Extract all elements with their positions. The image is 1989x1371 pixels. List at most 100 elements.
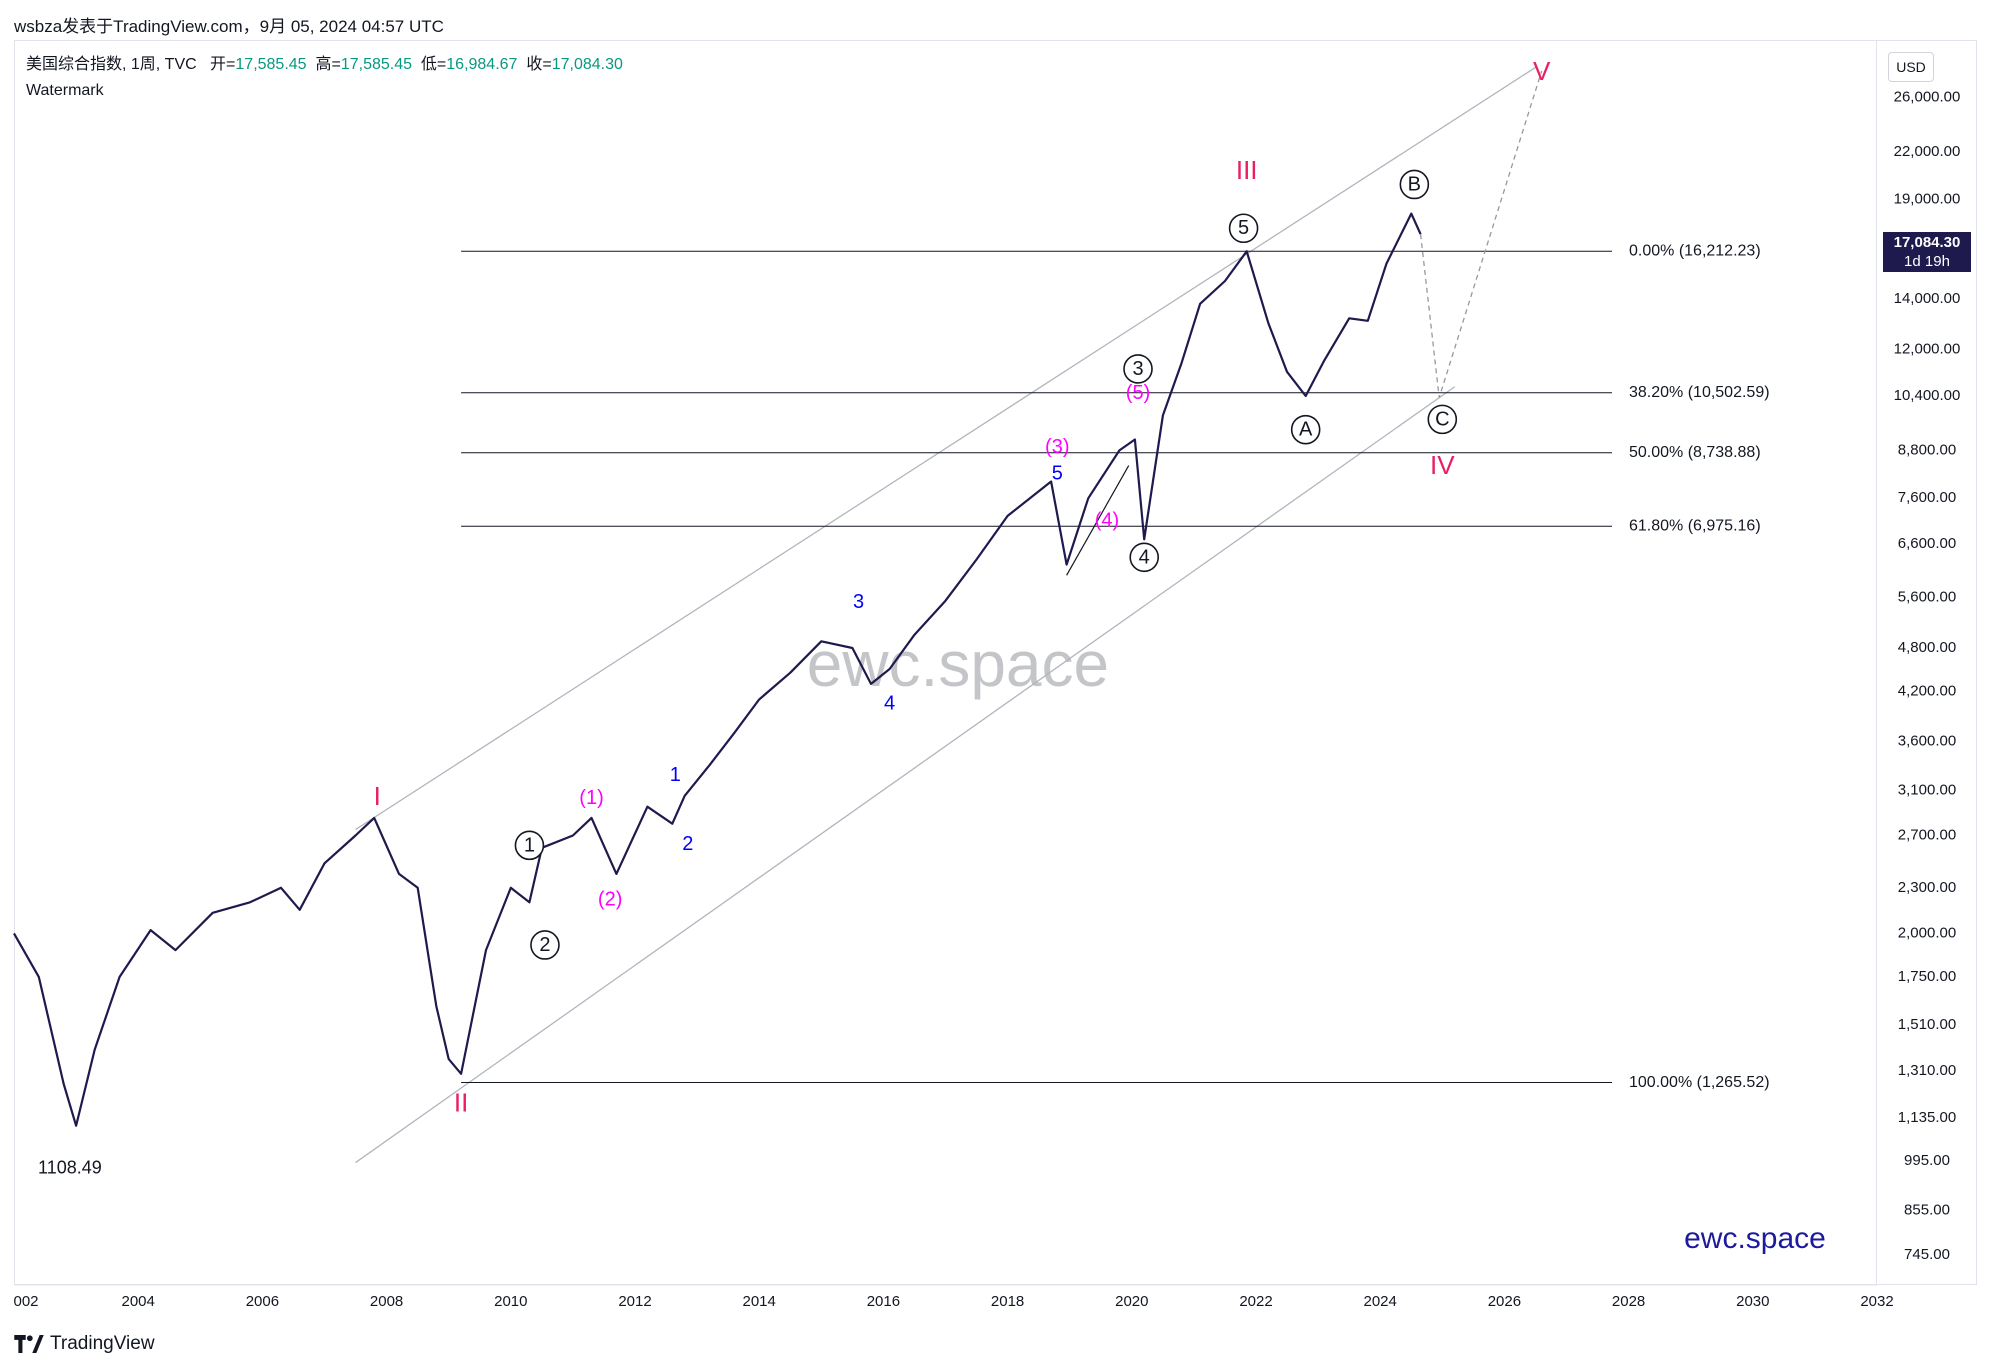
y-tick-label: 1,310.00 bbox=[1898, 1062, 1956, 1079]
legend-symbol: 美国综合指数, 1周, TVC bbox=[26, 56, 197, 73]
wave-label-primary: IV bbox=[1430, 450, 1455, 480]
x-tick-label: 2008 bbox=[370, 1293, 403, 1310]
wave-label-primary: I bbox=[374, 781, 381, 811]
y-tick-label: 1,750.00 bbox=[1898, 968, 1956, 985]
y-tick-label: 2,000.00 bbox=[1898, 924, 1956, 941]
wave-label-intermediate: (3) bbox=[1045, 436, 1069, 458]
legend-ohlc-row: 美国综合指数, 1周, TVC 开=17,585.45 高=17,585.45 … bbox=[26, 56, 623, 73]
wave-label-plain: 1108.49 bbox=[38, 1158, 102, 1178]
legend-high-label: 高 bbox=[315, 56, 332, 73]
fib-level-label: 100.00% (1,265.52) bbox=[1629, 1074, 1770, 1091]
wave-label-primary: III bbox=[1236, 155, 1258, 185]
legend-open-label: 开 bbox=[210, 56, 227, 73]
x-tick-label: 2006 bbox=[246, 1293, 279, 1310]
wave-label-circle: 2 bbox=[539, 934, 550, 956]
wave-label-intermediate: (1) bbox=[579, 787, 603, 809]
wave-circle-marker bbox=[1399, 169, 1430, 200]
y-tick-label: 855.00 bbox=[1904, 1201, 1950, 1218]
fib-level-label: 0.00% (16,212.23) bbox=[1629, 243, 1761, 260]
current-price-tag: 17,084.30 1d 19h bbox=[1883, 232, 1971, 272]
x-tick-label: 2010 bbox=[494, 1293, 527, 1310]
wave-label-minor: 3 bbox=[853, 591, 864, 613]
y-tick-label: 2,700.00 bbox=[1898, 827, 1956, 844]
wave-label-circle: 4 bbox=[1139, 546, 1150, 568]
x-tick-label: 2026 bbox=[1488, 1293, 1521, 1310]
y-tick-label: 14,000.00 bbox=[1894, 290, 1961, 307]
wave-circle-marker bbox=[1123, 354, 1153, 384]
wave-label-minor: 1 bbox=[670, 764, 681, 786]
legend-watermark-label: Watermark bbox=[26, 82, 104, 99]
y-tick-label: 19,000.00 bbox=[1894, 191, 1961, 208]
y-tick-label: 745.00 bbox=[1904, 1246, 1950, 1263]
bar-countdown: 1d 19h bbox=[1904, 253, 1950, 270]
y-tick-label: 1,510.00 bbox=[1898, 1016, 1956, 1033]
x-tick-label: 2030 bbox=[1736, 1293, 1769, 1310]
currency-button[interactable]: USD bbox=[1888, 52, 1934, 82]
y-tick-label: 6,600.00 bbox=[1898, 535, 1956, 552]
fib-level-label: 61.80% (6,975.16) bbox=[1629, 517, 1761, 534]
wave-label-circle: B bbox=[1408, 173, 1421, 195]
y-tick-label: 26,000.00 bbox=[1894, 88, 1961, 105]
legend-low-label: 低 bbox=[420, 56, 437, 73]
wave-label-primary: V bbox=[1533, 56, 1551, 86]
x-tick-label: 2024 bbox=[1364, 1293, 1397, 1310]
y-tick-label: 10,400.00 bbox=[1894, 387, 1961, 404]
x-tick-label: 2028 bbox=[1612, 1293, 1645, 1310]
price-axis[interactable] bbox=[1877, 40, 1977, 1285]
legend-close-value: 17,084.30 bbox=[551, 56, 623, 73]
y-tick-label: 4,800.00 bbox=[1898, 639, 1956, 656]
wave-label-intermediate: (4) bbox=[1095, 509, 1119, 531]
publisher-caption: wsbza发表于TradingView.com，9月 05, 2024 04:5… bbox=[14, 17, 444, 36]
wave-label-intermediate: (2) bbox=[598, 888, 622, 910]
y-tick-label: 7,600.00 bbox=[1898, 489, 1956, 506]
y-tick-label: 2,300.00 bbox=[1898, 879, 1956, 896]
wave-label-primary: II bbox=[454, 1088, 468, 1118]
footer-logo[interactable]: TradingView bbox=[14, 1333, 155, 1355]
brand-label: ewc.space bbox=[1684, 1222, 1826, 1255]
x-tick-label: 2012 bbox=[618, 1293, 651, 1310]
x-tick-label: 2018 bbox=[991, 1293, 1024, 1310]
wave-label-minor: 2 bbox=[682, 833, 693, 855]
price-series-line bbox=[13, 212, 1422, 1127]
legend-high-value: 17,585.45 bbox=[340, 56, 413, 73]
footer-logo-text: TradingView bbox=[50, 1333, 155, 1354]
wave-label-circle: 5 bbox=[1238, 217, 1249, 239]
x-tick-label: 002 bbox=[13, 1293, 38, 1310]
x-tick-label: 2004 bbox=[122, 1293, 155, 1310]
projection-path bbox=[1419, 70, 1543, 398]
y-tick-label: 4,200.00 bbox=[1898, 683, 1956, 700]
wave-label-circle: A bbox=[1299, 419, 1313, 441]
wave-label-circle: 1 bbox=[524, 834, 535, 856]
wave-circle-marker bbox=[1228, 213, 1259, 244]
legend-low-value: 16,984.67 bbox=[446, 56, 518, 73]
channel-lower-line bbox=[355, 386, 1456, 1164]
wave-circle-marker bbox=[1290, 414, 1321, 445]
wave-circle-marker bbox=[1129, 542, 1160, 573]
x-tick-label: 2014 bbox=[743, 1293, 776, 1310]
y-tick-label: 3,600.00 bbox=[1898, 733, 1956, 750]
x-tick-label: 2016 bbox=[867, 1293, 900, 1310]
fib-level-label: 38.20% (10,502.59) bbox=[1629, 384, 1770, 401]
wave-label-minor: 4 bbox=[884, 692, 895, 714]
wave-circle-marker bbox=[530, 930, 560, 960]
current-price-value: 17,084.30 bbox=[1893, 234, 1961, 251]
wave-label-intermediate: (5) bbox=[1126, 382, 1150, 404]
chart-legend: 美国综合指数, 1周, TVC 开=17,585.45 高=17,585.45 … bbox=[26, 52, 623, 104]
y-tick-label: 995.00 bbox=[1904, 1152, 1950, 1169]
y-tick-label: 1,135.00 bbox=[1898, 1109, 1956, 1126]
fib-level-label: 50.00% (8,738.88) bbox=[1629, 444, 1761, 461]
legend-open-value: 17,585.45 bbox=[235, 56, 307, 73]
legend-close-label: 收 bbox=[526, 56, 543, 73]
y-tick-label: 22,000.00 bbox=[1894, 143, 1961, 160]
wave-label-minor: 5 bbox=[1052, 462, 1063, 484]
x-tick-label: 2022 bbox=[1239, 1293, 1272, 1310]
channel-upper-line bbox=[355, 66, 1536, 831]
wave-label-circle: C bbox=[1435, 408, 1449, 430]
wave-circle-marker bbox=[514, 830, 545, 861]
y-tick-label: 3,100.00 bbox=[1898, 781, 1956, 798]
wave-label-circle: 3 bbox=[1132, 358, 1143, 380]
tradingview-logo-icon bbox=[14, 1335, 44, 1353]
wave-circle-marker bbox=[1427, 404, 1458, 435]
y-tick-label: 5,600.00 bbox=[1898, 589, 1956, 606]
